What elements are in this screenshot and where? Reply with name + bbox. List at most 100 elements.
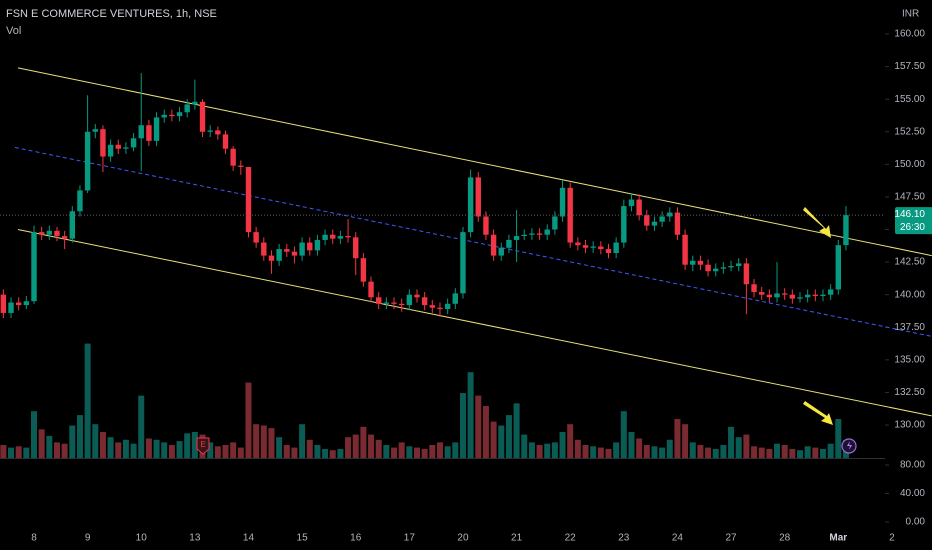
- candle-body: [736, 263, 742, 267]
- x-tick-label: 8: [31, 533, 37, 544]
- volume-bar: [76, 415, 83, 458]
- candle-body: [513, 236, 520, 240]
- candle-body: [245, 166, 252, 233]
- candle-body: [690, 260, 696, 265]
- volume-bar: [161, 442, 168, 458]
- volume-bar: [153, 439, 160, 458]
- candle-body: [743, 263, 750, 285]
- volume-bar: [827, 443, 834, 458]
- volume-bar: [184, 433, 191, 458]
- candle-body: [299, 242, 305, 256]
- trendline: [17, 67, 932, 257]
- candle-body: [621, 206, 627, 243]
- candle-body: [467, 177, 474, 233]
- earnings-icon: E: [196, 437, 210, 455]
- candle-body: [291, 251, 298, 256]
- volume-bar: [620, 411, 627, 458]
- x-tick-label: 23: [618, 533, 630, 544]
- candle-body: [0, 294, 7, 313]
- candle-body: [705, 264, 711, 272]
- volume-bar: [69, 425, 76, 458]
- candle-body: [498, 247, 504, 256]
- candle-body: [77, 190, 83, 212]
- plot-layer: 130.00132.50135.00137.50140.00142.50145.…: [0, 29, 932, 544]
- candle-body: [628, 199, 635, 207]
- annotation-arrow: [803, 401, 833, 425]
- candle-body: [444, 303, 451, 310]
- candle-body: [38, 232, 45, 235]
- volume-bar: [551, 442, 558, 458]
- volume-bar: [498, 425, 505, 458]
- candle-body: [146, 125, 152, 141]
- candle-body: [383, 302, 390, 304]
- volume-bar: [53, 442, 60, 458]
- volume-bar: [774, 443, 781, 458]
- volume-bar: [666, 439, 673, 458]
- volume-bar: [574, 439, 581, 458]
- candle-body: [452, 293, 458, 304]
- annotation-arrow: [803, 207, 831, 238]
- volume-bar: [559, 432, 566, 458]
- candle-body: [490, 234, 497, 256]
- candle-body: [330, 234, 336, 239]
- volume-bar: [705, 447, 712, 458]
- candle-body: [812, 294, 819, 296]
- volume-bar: [536, 445, 543, 458]
- volume-bar: [237, 447, 244, 458]
- candle-body: [391, 302, 397, 304]
- volume-bar: [643, 445, 650, 458]
- candle-body: [161, 114, 167, 118]
- volume-bar: [314, 445, 321, 458]
- x-tick-label: 28: [779, 533, 791, 544]
- candle-body: [797, 297, 803, 299]
- x-tick-label: 9: [85, 533, 91, 544]
- volume-bar: [521, 434, 528, 458]
- candle-body: [322, 234, 328, 240]
- candle-body: [429, 305, 436, 308]
- candle-body: [184, 104, 190, 113]
- volume-bar: [61, 443, 68, 458]
- x-tick-label: 24: [672, 533, 684, 544]
- x-tick-label: 14: [243, 533, 255, 544]
- volume-bar: [605, 448, 612, 458]
- candle-body: [636, 199, 642, 216]
- volume-bar: [291, 447, 298, 458]
- candle-body: [176, 112, 183, 117]
- volume-bar: [398, 442, 405, 458]
- candle-body: [506, 239, 512, 248]
- candle-body: [253, 232, 259, 243]
- volume-bar: [712, 448, 719, 458]
- candle-body: [107, 144, 114, 157]
- candle-body: [613, 242, 619, 253]
- candle-body: [23, 301, 30, 306]
- volume-bar: [835, 419, 842, 458]
- volume-bar: [230, 442, 237, 458]
- candle-body: [605, 249, 612, 253]
- candle-body: [475, 177, 481, 217]
- x-tick-label: 13: [189, 533, 201, 544]
- volume-bar: [414, 447, 420, 458]
- candle-body: [230, 148, 236, 166]
- x-tick-label: 20: [457, 533, 469, 544]
- volume-bar: [452, 442, 459, 458]
- trendline: [17, 229, 932, 417]
- candle-body: [536, 233, 543, 235]
- candle-body: [835, 245, 841, 290]
- candle-body: [192, 101, 198, 105]
- candle-body: [414, 294, 420, 298]
- volume-bar: [306, 439, 313, 458]
- candle-body: [15, 302, 22, 306]
- candle-body: [651, 221, 658, 226]
- volume-bar: [743, 434, 750, 458]
- volume-bar: [46, 435, 53, 458]
- candle-body: [552, 216, 558, 230]
- candle-body: [314, 239, 321, 251]
- volume-bar: [789, 448, 796, 458]
- candle-body: [774, 293, 780, 298]
- volume-bar: [222, 445, 229, 458]
- volume-bar: [383, 445, 390, 458]
- volume-bar: [444, 446, 451, 458]
- candle-body: [590, 246, 596, 248]
